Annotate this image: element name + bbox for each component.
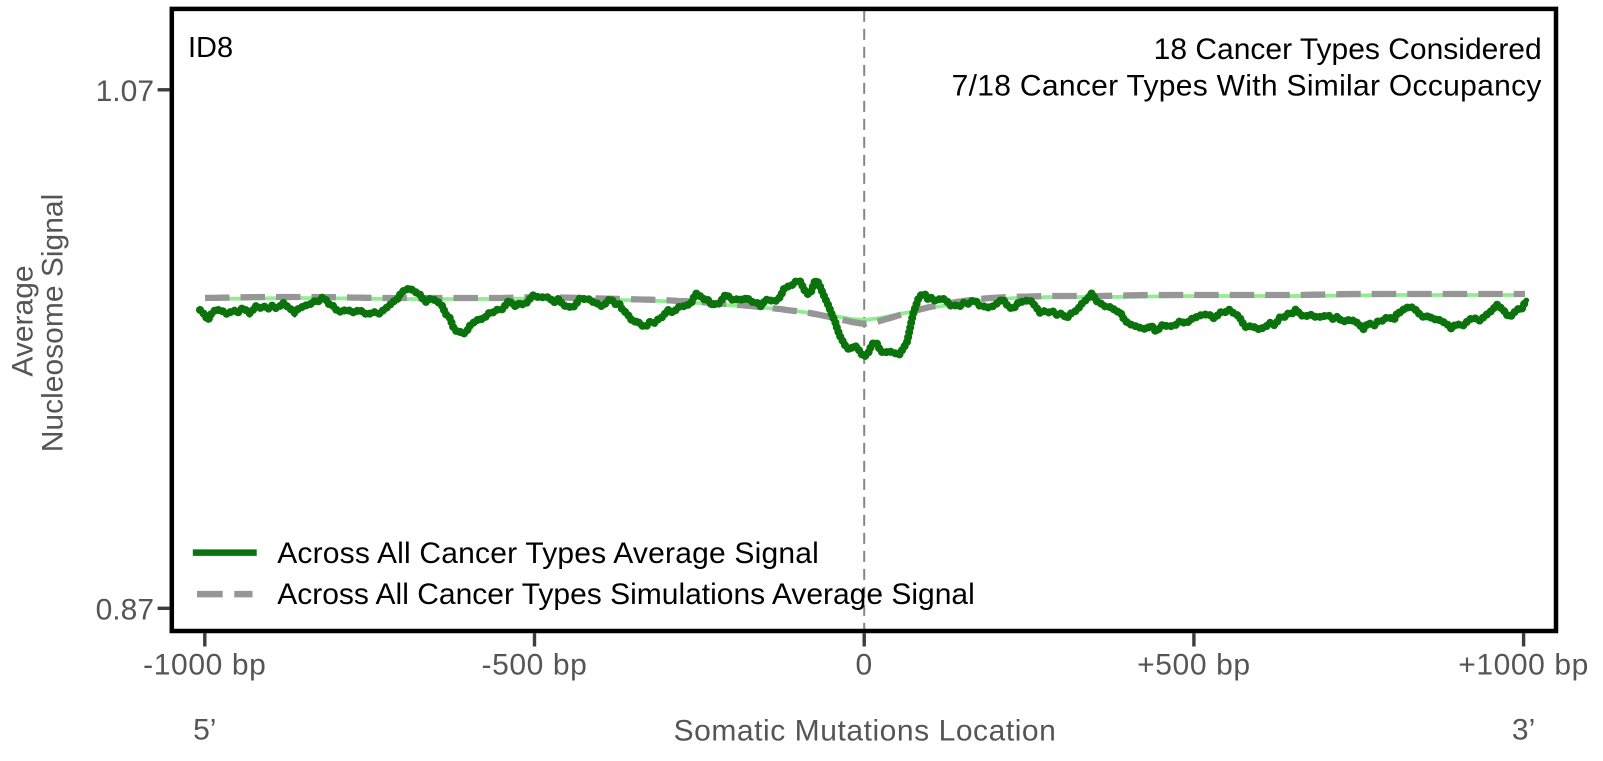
svg-text:Average: Average — [7, 265, 40, 376]
svg-text:Across All Cancer Types Simula: Across All Cancer Types Simulations Aver… — [277, 578, 975, 611]
svg-text:-500 bp: -500 bp — [482, 649, 588, 682]
svg-text:+1000 bp: +1000 bp — [1458, 649, 1589, 682]
svg-text:Nucleosome Signal: Nucleosome Signal — [37, 194, 70, 452]
svg-text:3’: 3’ — [1512, 714, 1535, 747]
svg-text:7/18 Cancer Types With Similar: 7/18 Cancer Types With Similar Occupancy — [952, 70, 1542, 103]
svg-text:18 Cancer Types Considered: 18 Cancer Types Considered — [1154, 33, 1542, 66]
svg-text:0.87: 0.87 — [96, 593, 154, 626]
svg-text:Somatic Mutations Location: Somatic Mutations Location — [674, 715, 1057, 748]
svg-text:0: 0 — [856, 649, 873, 682]
svg-text:1.07: 1.07 — [96, 75, 154, 108]
svg-text:Across All Cancer Types Averag: Across All Cancer Types Average Signal — [277, 537, 819, 570]
svg-text:+500 bp: +500 bp — [1137, 649, 1250, 682]
svg-text:ID8: ID8 — [188, 32, 233, 64]
svg-text:5’: 5’ — [193, 714, 216, 747]
svg-text:-1000 bp: -1000 bp — [143, 649, 266, 682]
